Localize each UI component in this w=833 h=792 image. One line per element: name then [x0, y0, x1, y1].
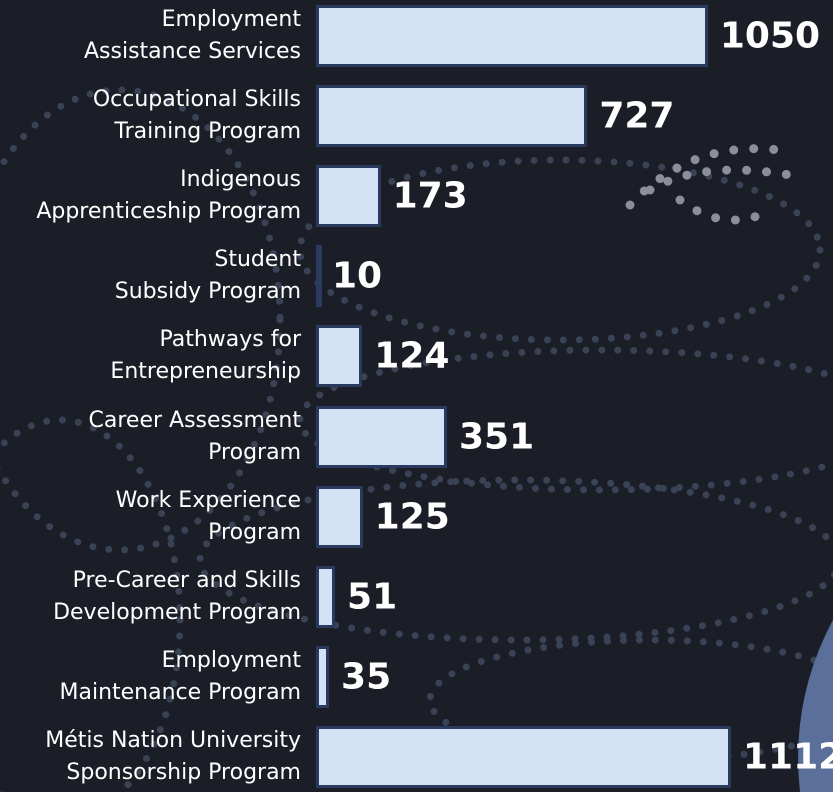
value-label: 1112 — [743, 736, 833, 778]
value-label: 51 — [347, 576, 398, 618]
category-label: Work Experience Program — [115, 487, 301, 545]
category-label: Career Assessment Program — [88, 407, 301, 465]
value-label: 10 — [332, 255, 383, 297]
bar — [316, 85, 588, 148]
category-label: Pre-Career and Skills Development Progra… — [53, 567, 301, 625]
value-label: 173 — [392, 175, 468, 217]
category-label: Student Subsidy Program — [114, 247, 301, 305]
bar — [316, 405, 447, 468]
bar — [316, 5, 708, 67]
value-label: 351 — [458, 416, 535, 457]
category-label: Employment Assistance Services — [84, 7, 301, 64]
value-label: 727 — [599, 95, 675, 137]
bar — [316, 485, 363, 548]
value-label: 1050 — [719, 15, 821, 57]
bar — [316, 645, 330, 708]
bar — [316, 325, 363, 388]
value-label: 35 — [341, 656, 392, 698]
category-label: Employment Maintenance Program — [59, 647, 302, 705]
bar — [316, 165, 381, 228]
bar — [316, 245, 322, 308]
value-label: 125 — [374, 496, 450, 538]
value-label: 124 — [374, 335, 450, 377]
category-label: Occupational Skills Training Program — [92, 87, 301, 145]
category-label: Pathways for Entrepreneurship — [110, 327, 301, 385]
category-label: Indigenous Apprenticeship Program — [36, 167, 301, 225]
bar — [316, 725, 731, 788]
bar — [316, 565, 336, 628]
category-label: Métis Nation University Sponsorship Prog… — [45, 727, 301, 785]
